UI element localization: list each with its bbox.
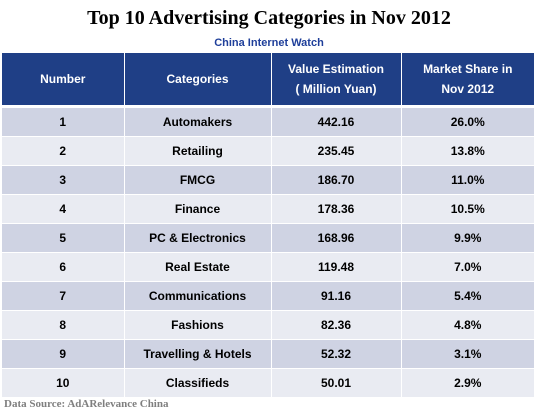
cell-market-share: 7.0% [401,252,534,282]
cell-number: 2 [2,136,125,166]
cell-market-share: 3.1% [401,339,534,369]
cell-value: 168.96 [271,223,402,253]
cell-number: 6 [2,252,125,282]
column-header-label: Value Estimation [287,62,385,76]
column-header-number: Number [2,53,125,108]
column-header-label: Market Share in [423,62,513,76]
cell-value: 178.36 [271,194,402,224]
cell-category: Travelling & Hotels [124,339,272,369]
cell-market-share: 5.4% [401,281,534,311]
cell-number: 9 [2,339,125,369]
cell-market-share: 2.9% [401,368,534,398]
cell-number: 4 [2,194,125,224]
table-row: 6 Real Estate 119.48 7.0% [2,252,534,282]
column-header-period: Nov 2012 [441,82,495,96]
table-row: 5 PC & Electronics 168.96 9.9% [2,223,534,253]
cell-market-share: 4.8% [401,310,534,340]
column-header-label: Number [40,72,86,86]
cell-category: PC & Electronics [124,223,272,253]
table-row: 1 Automakers 442.16 26.0% [2,106,534,137]
table-row: 8 Fashions 82.36 4.8% [2,310,534,340]
column-header-market-share: Market Share in Nov 2012 [401,53,534,108]
table-row: 9 Travelling & Hotels 52.32 3.1% [2,339,534,369]
table-row: 3 FMCG 186.70 11.0% [2,165,534,195]
cell-market-share: 13.8% [401,136,534,166]
cell-value: 82.36 [271,310,402,340]
header-row: Number Categories Value Estimation ( Mil… [2,53,534,108]
cell-number: 10 [2,368,125,398]
cell-market-share: 11.0% [401,165,534,195]
cell-number: 5 [2,223,125,253]
table-row: 2 Retailing 235.45 13.8% [2,136,534,166]
column-header-categories: Categories [124,53,272,108]
table-row: 4 Finance 178.36 10.5% [2,194,534,224]
table-row: 7 Communications 91.16 5.4% [2,281,534,311]
cell-value: 91.16 [271,281,402,311]
cell-market-share: 10.5% [401,194,534,224]
cell-number: 8 [2,310,125,340]
data-source-note: Data Source: AdARelevance China [4,398,169,410]
cell-value: 186.70 [271,165,402,195]
column-header-unit: ( Million Yuan) [295,82,377,96]
cell-number: 1 [2,106,125,137]
cell-category: Finance [124,194,272,224]
cell-category: Fashions [124,310,272,340]
cell-value: 119.48 [271,252,402,282]
cell-category: Automakers [124,106,272,137]
cell-category: Retailing [124,136,272,166]
table-row: 10 Classifieds 50.01 2.9% [2,368,534,398]
data-table: Number Categories Value Estimation ( Mil… [2,53,534,398]
column-header-label: Categories [166,72,229,86]
cell-value: 442.16 [271,106,402,137]
table-body: 1 Automakers 442.16 26.0% 2 Retailing 235.45 13… [2,106,534,398]
chart-subtitle: China Internet Watch [214,37,324,49]
cell-market-share: 26.0% [401,106,534,137]
cell-value: 235.45 [271,136,402,166]
cell-number: 7 [2,281,125,311]
cell-category: Classifieds [124,368,272,398]
cell-category: Real Estate [124,252,272,282]
cell-number: 3 [2,165,125,195]
column-header-value-estimation: Value Estimation ( Million Yuan) [271,53,402,108]
cell-value: 52.32 [271,339,402,369]
chart-title: Top 10 Advertising Categories in Nov 201… [87,7,451,29]
cell-category: Communications [124,281,272,311]
cell-value: 50.01 [271,368,402,398]
cell-market-share: 9.9% [401,223,534,253]
cell-category: FMCG [124,165,272,195]
